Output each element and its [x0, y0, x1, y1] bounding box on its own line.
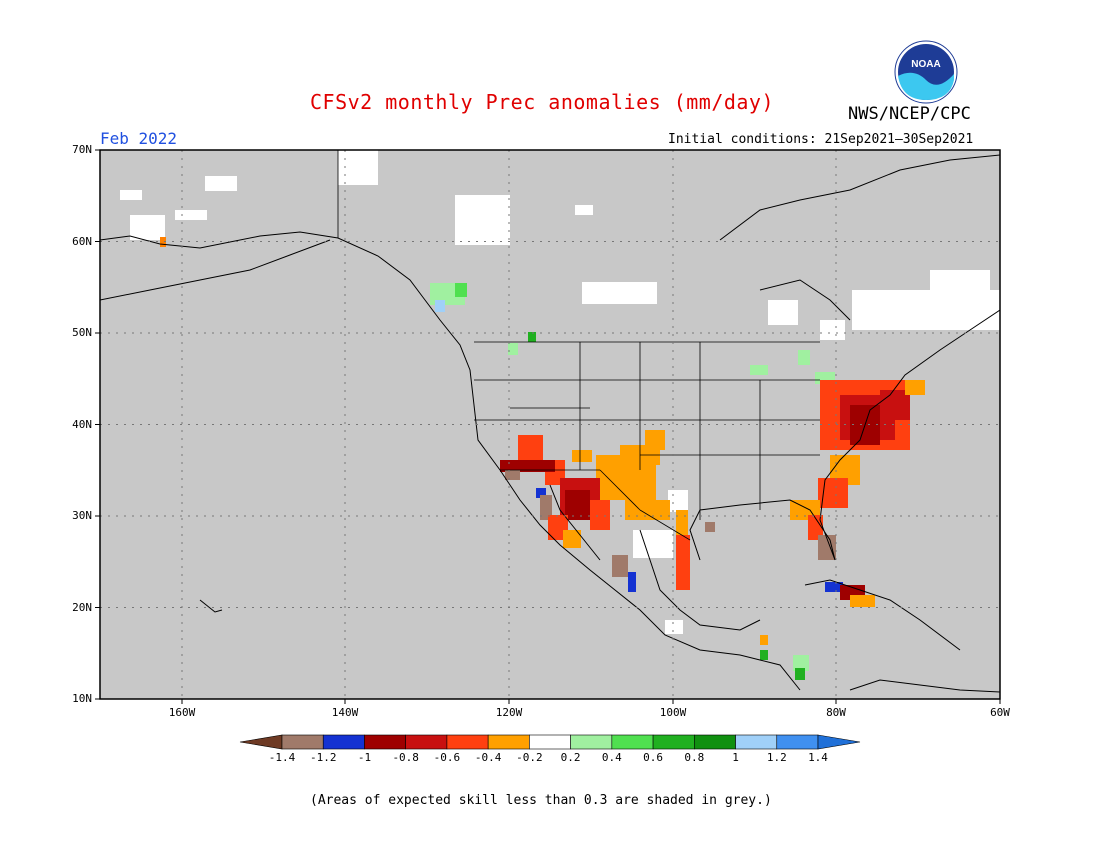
colorbar-swatch-4: [405, 734, 448, 750]
graticule: [100, 150, 1000, 699]
logo-text: NOAA: [911, 59, 940, 70]
lat-label-10N: 10N: [72, 692, 92, 705]
colorbar-swatch-11: [694, 734, 736, 750]
noaa-logo: NOAA: [894, 40, 958, 104]
lat-label-70N: 70N: [72, 143, 92, 156]
colorbar-swatch-0: [239, 734, 283, 750]
agency-label: NWS/NCEP/CPC: [848, 104, 971, 124]
lat-label-20N: 20N: [72, 600, 92, 614]
colorbar-swatch-1: [281, 734, 324, 750]
colorbar-label-5: -0.4: [474, 751, 502, 764]
lat-label-40N: 40N: [72, 417, 92, 431]
colorbar-label-4: -0.6: [433, 751, 461, 764]
colorbar-swatch-3: [364, 734, 406, 750]
neutral-anomaly-patches: [120, 150, 1000, 634]
colorbar-label-12: 1.2: [766, 751, 787, 764]
colorbar-label-8: 0.4: [601, 751, 622, 764]
chart-title: CFSv2 monthly Prec anomalies (mm/day): [310, 90, 775, 114]
lon-label-100W: 100W: [659, 706, 687, 719]
colorbar-label-13: 1.4: [808, 751, 828, 764]
axis-ticks: [95, 149, 1001, 704]
colorbar-swatch-2: [322, 734, 365, 750]
colorbar-swatch-9: [611, 734, 654, 750]
colorbar-swatch-13: [776, 734, 819, 750]
colorbar-label-9: 0.6: [643, 751, 663, 764]
lat-label-50N: 50N: [72, 326, 92, 339]
colorbar-swatch-14: [817, 734, 861, 750]
colorbar-swatch-6: [487, 734, 530, 750]
lat-label-30N: 30N: [72, 509, 92, 522]
lon-label-60W: 60W: [990, 706, 1010, 719]
colorbar-label-6: -0.2: [516, 751, 543, 764]
skill-footnote: (Areas of expected skill less than 0.3 a…: [310, 793, 772, 808]
colorbar-label-11: 1: [732, 751, 739, 764]
colorbar-label-3: -0.8: [392, 751, 419, 764]
lon-label-80W: 80W: [826, 706, 846, 719]
colorbar-label-0: -1.4: [268, 751, 296, 764]
colorbar-swatch-12: [735, 734, 778, 750]
colorbar-swatch-5: [446, 734, 489, 750]
colorbar-label-7: 0.2: [560, 751, 581, 764]
coastlines: [100, 154, 1000, 693]
lon-label-160W: 160W: [168, 706, 196, 719]
colorbar-swatch-10: [652, 734, 695, 750]
lon-label-140W: 140W: [331, 706, 359, 719]
colorbar-swatch-7: [529, 734, 571, 750]
initial-conditions: Initial conditions: 21Sep2021–30Sep2021: [668, 132, 974, 147]
wet-anomaly-patches: [430, 283, 843, 680]
political-borders: [337, 150, 820, 541]
lon-label-120W: 120W: [495, 706, 523, 719]
colorbar-swatch-8: [570, 734, 613, 750]
colorbar-label-1: -1.2: [309, 751, 337, 764]
colorbar-label-10: 0.8: [684, 751, 705, 764]
lat-label-60N: 60N: [72, 234, 92, 248]
colorbar-label-2: -1: [357, 751, 372, 764]
colorbar: [239, 734, 861, 750]
forecast-month: Feb 2022: [100, 129, 178, 148]
